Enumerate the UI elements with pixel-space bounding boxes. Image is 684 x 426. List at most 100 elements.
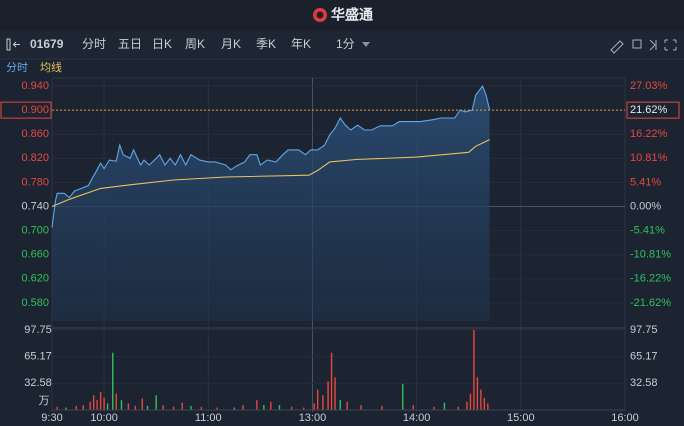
tab[interactable]: 五日 [118,37,142,51]
tab[interactable]: 季K [256,37,276,51]
volume-bar [322,395,324,410]
volume-unit: 万 [39,395,50,407]
volume-bar [457,406,460,410]
y-tick-label: 0.780 [21,176,49,188]
y2-tick-label: 27.03% [630,80,668,92]
toolbar [0,31,684,59]
volume-bar [99,391,102,410]
volume-bar [120,400,123,410]
volume-bar [290,406,293,410]
y-tick-label: 0.740 [21,200,49,212]
y-tick-label: 97.75 [24,324,52,336]
y-tick-label: 0.820 [21,152,49,164]
y2-tick-label: 21.62% [630,104,668,116]
tab[interactable]: 分时 [82,37,106,51]
y-tick-label: 0.900 [21,104,49,116]
volume-bar [103,397,105,410]
y-tick-label: 0.580 [21,297,49,309]
volume-bar [334,377,336,410]
volume-bar [172,406,175,410]
x-tick-label: 15:00 [507,412,535,424]
y-tick-label: 0.700 [21,225,49,237]
volume-bar [346,401,348,410]
y2-tick-label: -21.62% [630,297,671,309]
y-tick-label: 0.860 [21,128,49,140]
tab[interactable]: 年K [291,37,311,51]
legend-label: 分时 [6,61,28,74]
tab[interactable]: 日K [152,37,172,51]
split-icon[interactable] [649,39,657,51]
volume-bar [127,403,130,410]
volume-bar [443,402,446,410]
volume-bar [65,407,67,410]
volume-bar [327,381,329,410]
fullscreen-icon[interactable] [664,39,677,51]
volume-bar [96,400,98,410]
volume-bar [483,397,486,410]
y2-tick-label: -5.41% [630,225,665,237]
volume-bar [466,401,468,410]
volume-bar [360,405,362,410]
x-tick-label: 13:00 [299,412,327,424]
volume-bar [115,393,117,410]
change-highlight [626,101,680,119]
y-tick-label: 0.620 [21,273,49,285]
window-icon[interactable] [632,39,642,49]
price-area [52,86,490,321]
volume-bar [242,405,244,410]
volume-bar [190,405,192,410]
volume-bar [469,393,472,410]
y-tick-label: 0.660 [21,249,49,261]
volume-bar [75,405,78,410]
volume-bar [270,401,272,410]
x-tick-label: 11:00 [195,412,222,424]
interval-select[interactable]: 1分 [336,37,355,51]
tab[interactable]: 周K [185,37,205,51]
volume-bar [89,401,91,410]
y-tick-label: 32.58 [24,377,52,389]
volume-bar [112,352,114,410]
y-tick-label: 65.17 [24,351,52,363]
volume-bar [487,403,489,410]
brand-logo [313,8,327,22]
y2-tick-label: 65.17 [630,351,658,363]
volume-bar [381,405,383,410]
brand-name: 华盛通 [331,7,373,23]
price-line [51,84,491,228]
volume-bar [339,400,341,410]
volume-bar [155,395,157,410]
stock-code: 01679 [30,37,64,51]
dropdown-arrow[interactable] [362,42,370,47]
y2-tick-label: 16.22% [630,128,668,140]
volume-bar [146,405,149,410]
volume-bar [433,406,435,410]
title-bar [0,0,684,31]
y2-tick-label: -16.22% [630,273,671,285]
y2-tick-label: 0.00% [630,200,661,212]
y2-tick-label: -10.81% [630,249,671,261]
y-tick-label: 0.940 [21,80,49,92]
collapse-icon[interactable] [6,38,20,51]
volume-bar [134,405,137,410]
price-highlight [0,101,52,119]
y2-tick-label: 5.41% [630,176,661,188]
average-line [51,139,490,208]
x-tick-label: 10:00 [90,412,118,424]
y2-tick-label: 32.58 [630,377,658,389]
legend-label: 均线 [40,60,62,74]
tab[interactable]: 月K [221,37,241,51]
volume-bar [200,406,203,410]
volume-bar [263,405,265,410]
volume-bar [141,398,143,410]
volume-bar [313,403,315,410]
draw-icon[interactable] [610,40,624,54]
volume-bar [402,383,404,410]
x-tick-label: 16:00 [611,412,639,424]
volume-bar [278,405,281,410]
x-tick-label: 9:30 [41,412,62,424]
volume-bar [56,406,58,410]
volume-bar [92,395,95,410]
y2-tick-label: 10.81% [630,152,668,164]
